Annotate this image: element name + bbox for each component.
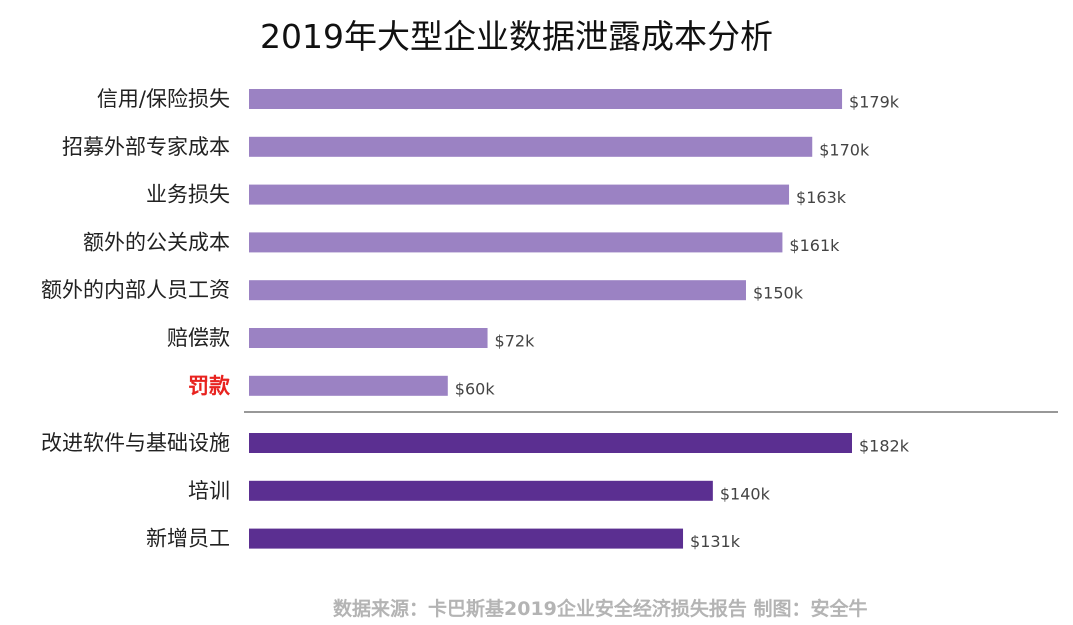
value-label: $131k bbox=[690, 532, 741, 551]
bar bbox=[249, 528, 684, 549]
bar bbox=[249, 480, 713, 501]
value-label: $170k bbox=[819, 140, 870, 159]
bar bbox=[249, 184, 790, 205]
category-label: 业务损失 bbox=[146, 183, 230, 207]
value-label: $163k bbox=[796, 188, 847, 207]
bar bbox=[249, 375, 448, 396]
value-label: $60k bbox=[455, 379, 496, 398]
bar bbox=[249, 328, 488, 348]
bar bbox=[249, 280, 746, 301]
category-label: 赔偿款 bbox=[167, 326, 230, 350]
value-label: $140k bbox=[720, 484, 771, 503]
source-note: 数据来源：卡巴斯基2019企业安全经济损失报告 制图：安全牛 bbox=[333, 598, 868, 620]
bar bbox=[249, 136, 813, 157]
value-label: $150k bbox=[753, 284, 804, 303]
category-label: 改进软件与基础设施 bbox=[41, 431, 230, 455]
value-label: $161k bbox=[789, 236, 840, 255]
category-label: 招募外部专家成本 bbox=[62, 135, 230, 159]
category-label: 培训 bbox=[188, 479, 230, 503]
bar bbox=[249, 433, 852, 453]
value-label: $72k bbox=[495, 332, 536, 351]
category-label: 新增员工 bbox=[146, 527, 230, 551]
chart-title: 2019年大型企业数据泄露成本分析 bbox=[260, 17, 773, 56]
bar bbox=[249, 232, 783, 253]
value-label: $182k bbox=[859, 437, 910, 456]
category-label-highlight: 罚款 bbox=[188, 374, 231, 398]
category-label: 额外的公关成本 bbox=[83, 230, 230, 254]
value-label: $179k bbox=[849, 93, 900, 112]
bar bbox=[249, 89, 843, 109]
category-label: 信用/保险损失 bbox=[97, 87, 230, 111]
category-label: 额外的内部人员工资 bbox=[41, 278, 230, 302]
